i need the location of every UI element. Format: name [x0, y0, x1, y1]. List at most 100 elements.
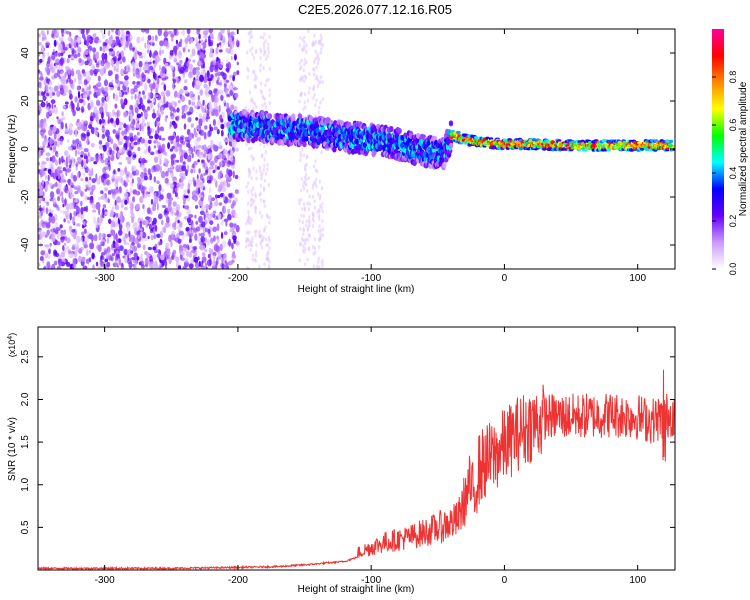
noise-blob: [198, 33, 201, 40]
noise-blob: [140, 180, 143, 185]
noise-blob: [146, 100, 152, 104]
noise-blob: [110, 209, 114, 217]
noise-blob: [118, 175, 123, 182]
noise-blob: [156, 202, 159, 211]
noise-blob: [220, 220, 224, 226]
noise-blob: [200, 204, 206, 212]
noise-blob: [195, 205, 199, 209]
noise-blob: [118, 258, 122, 266]
noise-blob: [194, 195, 197, 203]
noise-blob: [225, 47, 230, 53]
noise-blob: [107, 120, 110, 124]
noise-blob: [189, 90, 194, 99]
noise-blob: [39, 85, 42, 89]
noise-blob: [138, 60, 143, 68]
noise-blob: [74, 191, 79, 195]
streak-blob: [298, 61, 301, 66]
streak-blob: [320, 186, 324, 191]
noise-blob: [119, 238, 122, 243]
noise-blob: [56, 241, 61, 246]
streak-blob: [250, 176, 253, 181]
streak-blob: [306, 227, 309, 232]
noise-blob: [142, 204, 145, 209]
noise-blob: [69, 225, 72, 229]
noise-blob: [116, 68, 119, 73]
streak-blob: [307, 29, 310, 34]
noise-blob: [175, 39, 178, 45]
noise-blob: [95, 63, 100, 68]
noise-blob: [176, 209, 179, 217]
streak-blob: [299, 227, 302, 231]
noise-blob: [49, 147, 53, 151]
noise-blob: [229, 222, 234, 227]
streak-blob: [302, 232, 305, 237]
noise-blob: [143, 167, 147, 174]
noise-blob: [53, 39, 57, 47]
noise-blob: [107, 198, 110, 203]
noise-blob: [91, 235, 95, 240]
streak-blob: [302, 214, 306, 219]
noise-blob: [74, 96, 78, 103]
noise-blob: [139, 196, 144, 204]
noise-blob: [133, 141, 138, 146]
noise-blob: [151, 42, 155, 47]
noise-blob: [229, 228, 235, 233]
noise-blob: [51, 263, 56, 269]
streak-blob: [266, 162, 269, 167]
noise-blob: [142, 244, 146, 251]
streak-blob: [254, 73, 257, 78]
noise-blob: [170, 64, 175, 71]
noise-blob: [209, 161, 215, 166]
noise-blob: [95, 68, 100, 73]
noise-blob: [118, 229, 123, 236]
noise-blob: [101, 52, 106, 61]
streak-blob: [264, 83, 267, 88]
streak-blob: [248, 230, 251, 235]
streak-blob: [303, 166, 307, 171]
streak-blob: [259, 191, 262, 196]
noise-blob: [141, 36, 145, 42]
streak-blob: [318, 224, 321, 229]
noise-blob: [58, 258, 63, 267]
noise-blob: [170, 233, 176, 241]
noise-blob: [175, 216, 179, 223]
noise-blob: [136, 243, 141, 249]
noise-blob: [161, 127, 164, 132]
noise-blob: [129, 187, 133, 194]
streak-blob: [254, 84, 257, 89]
noise-blob: [70, 56, 75, 60]
noise-blob: [192, 223, 195, 229]
noise-blob: [203, 131, 207, 140]
noise-blob: [216, 56, 219, 62]
noise-blob: [208, 80, 211, 87]
noise-blob: [146, 193, 151, 197]
noise-blob: [188, 63, 193, 71]
noise-blob: [133, 85, 138, 89]
streak-blob: [267, 50, 270, 55]
noise-blob: [179, 60, 183, 65]
noise-blob: [225, 67, 230, 72]
noise-blob: [147, 92, 152, 99]
noise-blob: [75, 161, 79, 167]
streak-blob: [263, 52, 266, 57]
noise-blob: [39, 58, 43, 63]
noise-blob: [179, 136, 184, 144]
noise-blob: [45, 157, 50, 162]
noise-blob: [51, 209, 54, 214]
streak-blob: [251, 257, 254, 262]
noise-blob: [212, 119, 216, 126]
noise-blob: [51, 108, 55, 114]
noise-blob: [147, 168, 151, 176]
noise-blob: [146, 49, 151, 54]
noise-blob: [171, 255, 175, 260]
noise-blob: [150, 198, 154, 205]
noise-blob: [233, 223, 237, 228]
noise-blob: [230, 56, 233, 60]
streak-blob: [300, 65, 303, 70]
noise-blob: [41, 250, 46, 254]
streak-blob: [261, 238, 264, 243]
streak-blob: [250, 218, 253, 223]
noise-blob: [137, 137, 141, 145]
ridge-blob: [448, 120, 454, 127]
noise-blob: [38, 185, 43, 191]
